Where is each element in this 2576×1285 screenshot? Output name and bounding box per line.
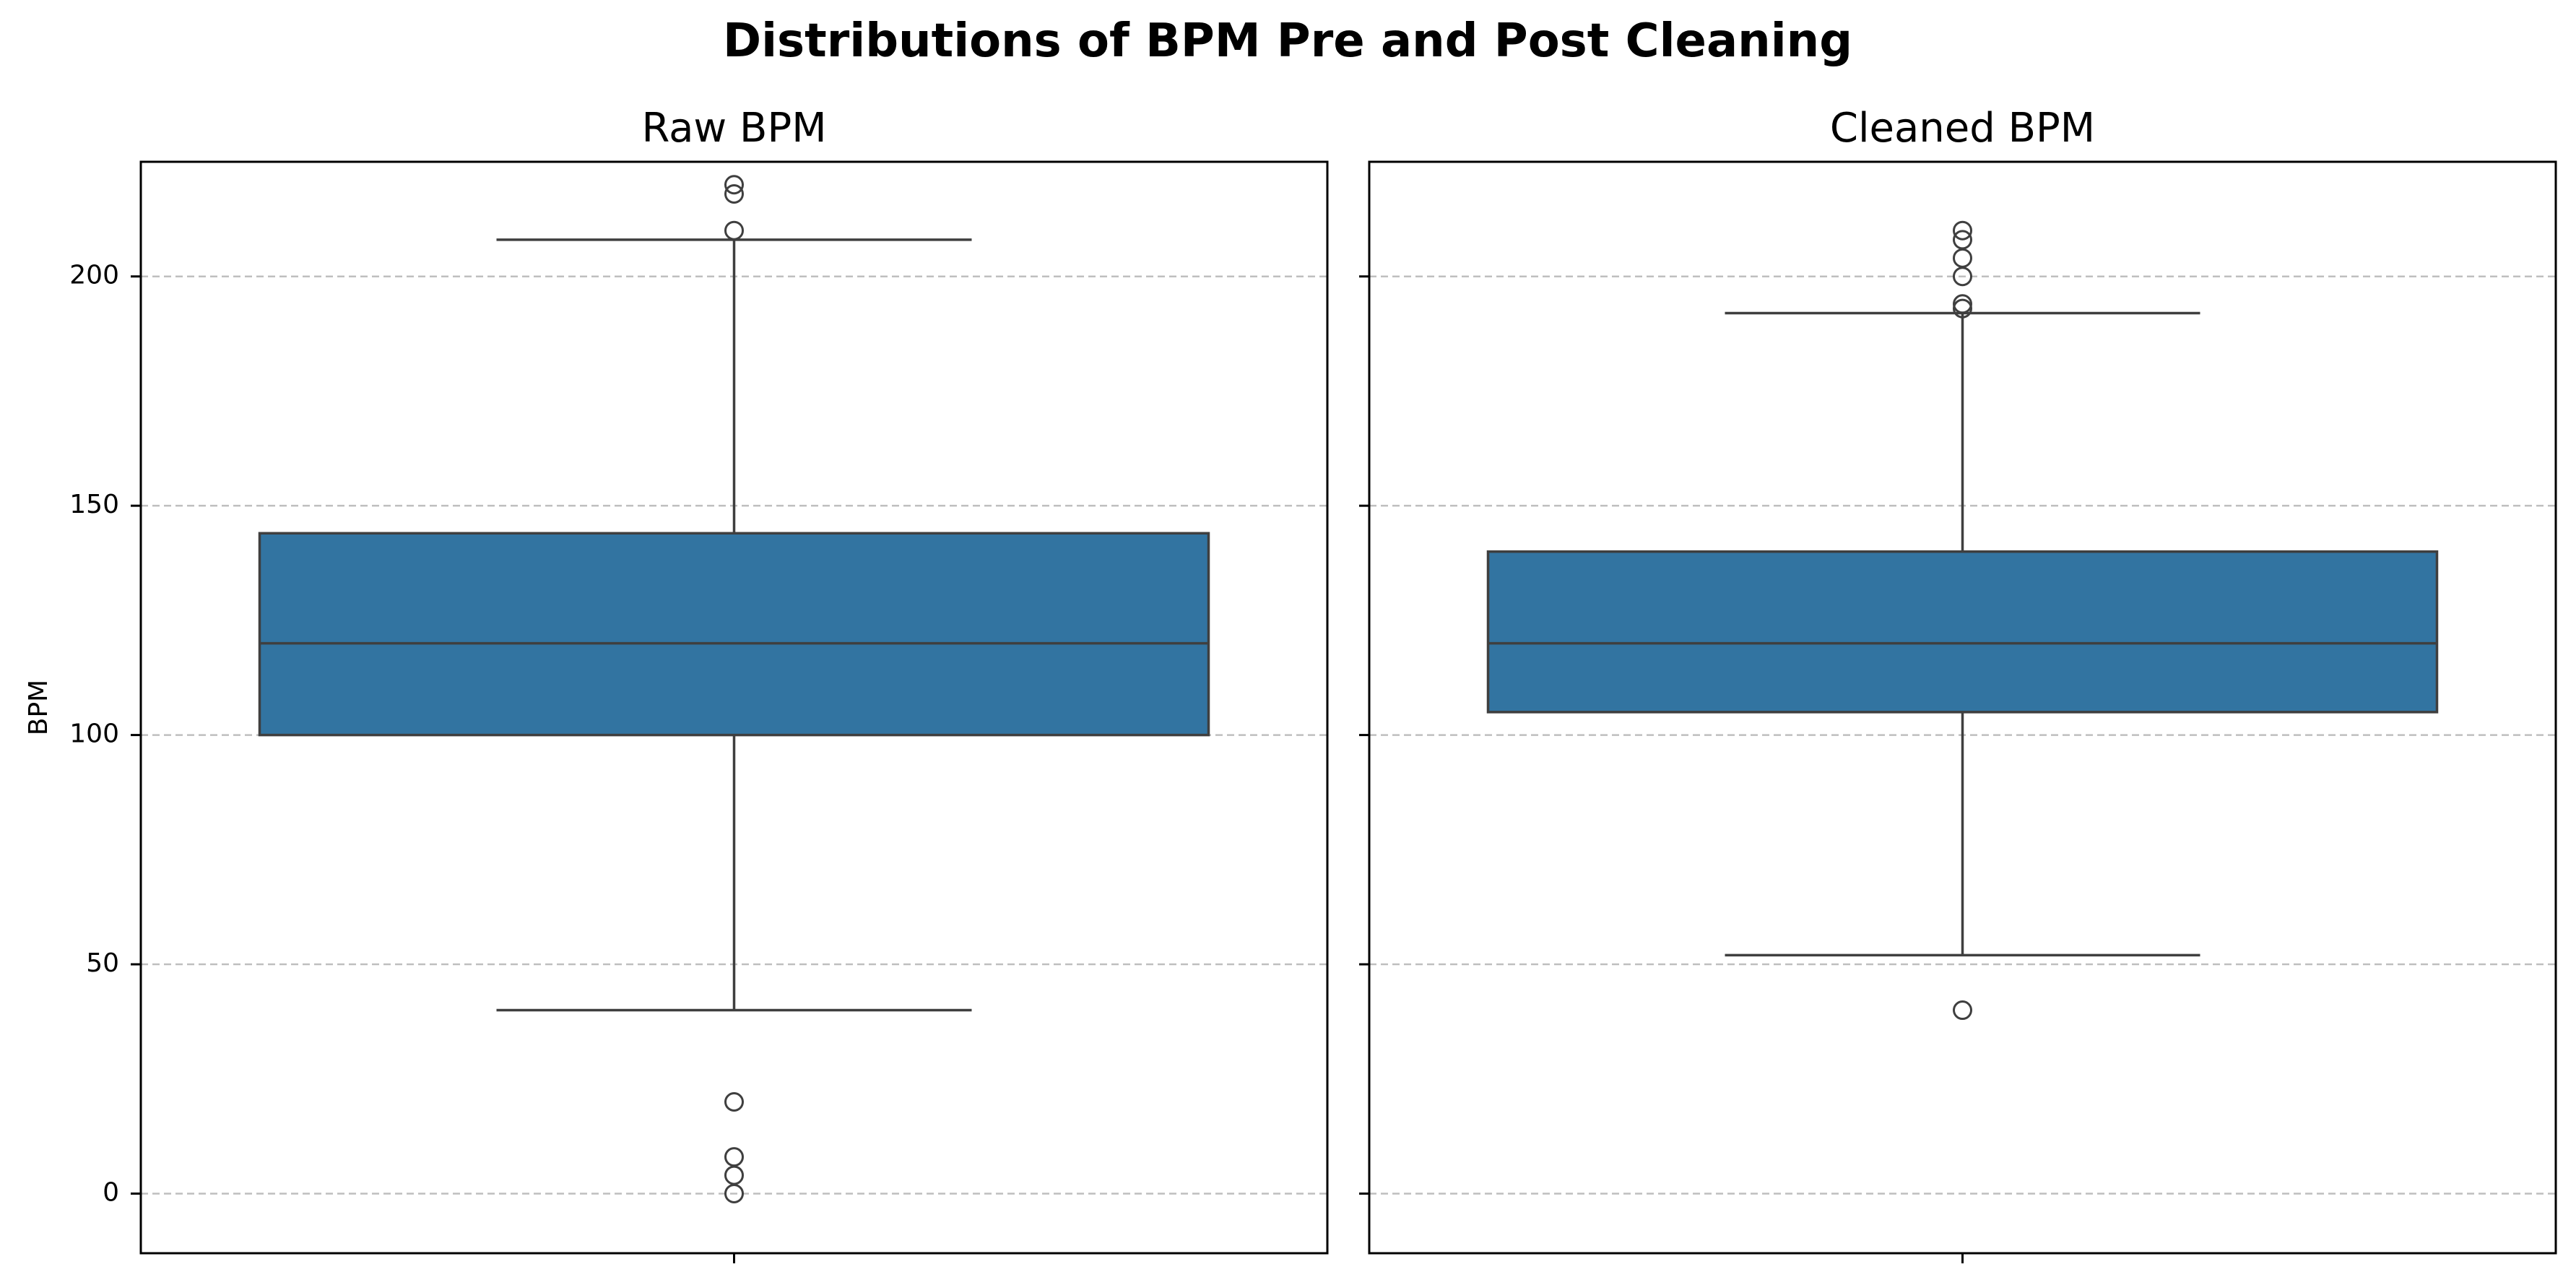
y-tick-label: 200 [69,261,119,290]
outlier-point [1953,294,1972,314]
outlier-point [724,183,744,204]
outlier-point [1953,248,1972,268]
figure-title: Distributions of BPM Pre and Post Cleani… [723,14,1852,68]
y-axis-label: BPM [24,680,53,735]
panel-title-cleaned: Cleaned BPM [1830,105,2095,152]
outlier-point [1953,230,1972,250]
outlier-point [1953,298,1972,319]
y-tick-label: 100 [69,719,119,749]
panel-raw-bpm: Raw BPM BPM 0 50 100 150 200 [24,105,1329,1263]
outlier-point [1953,220,1972,241]
outlier-point [724,1091,744,1112]
y-tick-label: 150 [69,490,119,519]
iqr-box [258,532,1210,737]
outlier-point [1953,1000,1972,1021]
y-tick-label: 0 [103,1177,119,1207]
outlier-point [724,1147,744,1167]
panel-title-raw: Raw BPM [641,105,826,152]
plot-frame [1368,160,2557,1255]
plot-frame [139,160,1329,1255]
y-tick-label: 50 [86,948,119,978]
outlier-point [724,1165,744,1185]
outlier-point [724,175,744,195]
outlier-point [724,220,744,241]
iqr-box [1486,550,2439,714]
panel-cleaned-bpm: Cleaned BPM [1359,105,2557,1263]
